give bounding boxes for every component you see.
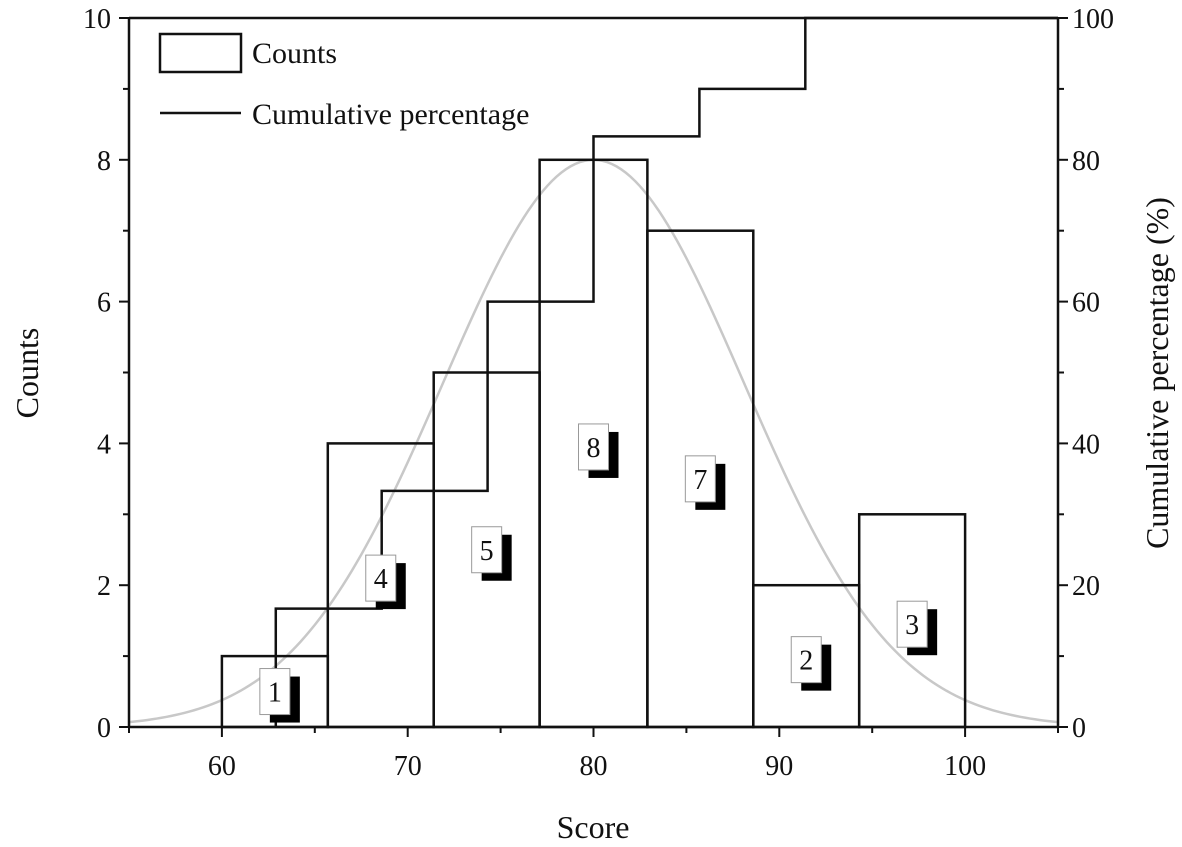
bar-data-label: 1 [268,678,282,709]
data-label-box: 7 [684,455,726,510]
bar-data-label: 5 [480,536,494,567]
data-label-bg [578,423,609,471]
data-label-box: 2 [790,636,832,691]
data-label-bg [471,526,503,574]
data-label-bg [684,455,716,503]
y2-tick-label: 0 [1072,713,1086,744]
y2-tick-label: 40 [1072,429,1100,460]
y2-axis-title: Cumulative percentage (%) [1139,197,1175,549]
y-tick-label: 6 [97,288,111,319]
data-label-box: 5 [471,526,512,581]
data-label-bg [259,668,291,716]
data-label-box: 8 [578,423,619,478]
bar-data-label: 8 [587,433,601,464]
bar-data-labels: 1 4 5 8 7 2 3 [259,423,938,723]
y-tick-label: 8 [97,146,111,177]
y2-tick-label: 80 [1072,146,1100,177]
legend: Counts Cumulative percentage [158,32,529,131]
data-label-bg [365,554,397,602]
bar-data-label: 4 [374,564,388,595]
y2-tick-label: 60 [1072,288,1100,319]
bar-data-label: 2 [799,646,813,677]
legend-counts-swatch [158,32,243,74]
bar-data-label: 7 [693,465,707,496]
legend-counts-label: Counts [252,37,337,70]
legend-cumulative-label: Cumulative percentage [252,98,529,131]
y-tick-label: 0 [97,713,111,744]
x-tick-label: 70 [394,751,422,782]
x-tick-label: 60 [208,751,236,782]
x-tick-label: 90 [765,751,793,782]
data-label-bg [790,636,822,684]
x-tick-label: 80 [580,751,608,782]
y-tick-label: 2 [97,571,111,602]
data-label-box: 4 [365,554,406,610]
y-tick-label: 10 [83,4,111,35]
y-axis-title: Counts [9,328,45,419]
y2-tick-label: 20 [1072,571,1100,602]
y2-tick-label: 100 [1072,4,1114,35]
data-label-bg [896,600,928,648]
data-label-box: 1 [259,668,300,723]
y-tick-label: 4 [97,429,111,460]
x-tick-label: 100 [944,751,986,782]
bar-data-label: 3 [905,610,919,641]
data-label-box: 3 [896,600,938,656]
x-axis-title: Score [557,809,630,845]
